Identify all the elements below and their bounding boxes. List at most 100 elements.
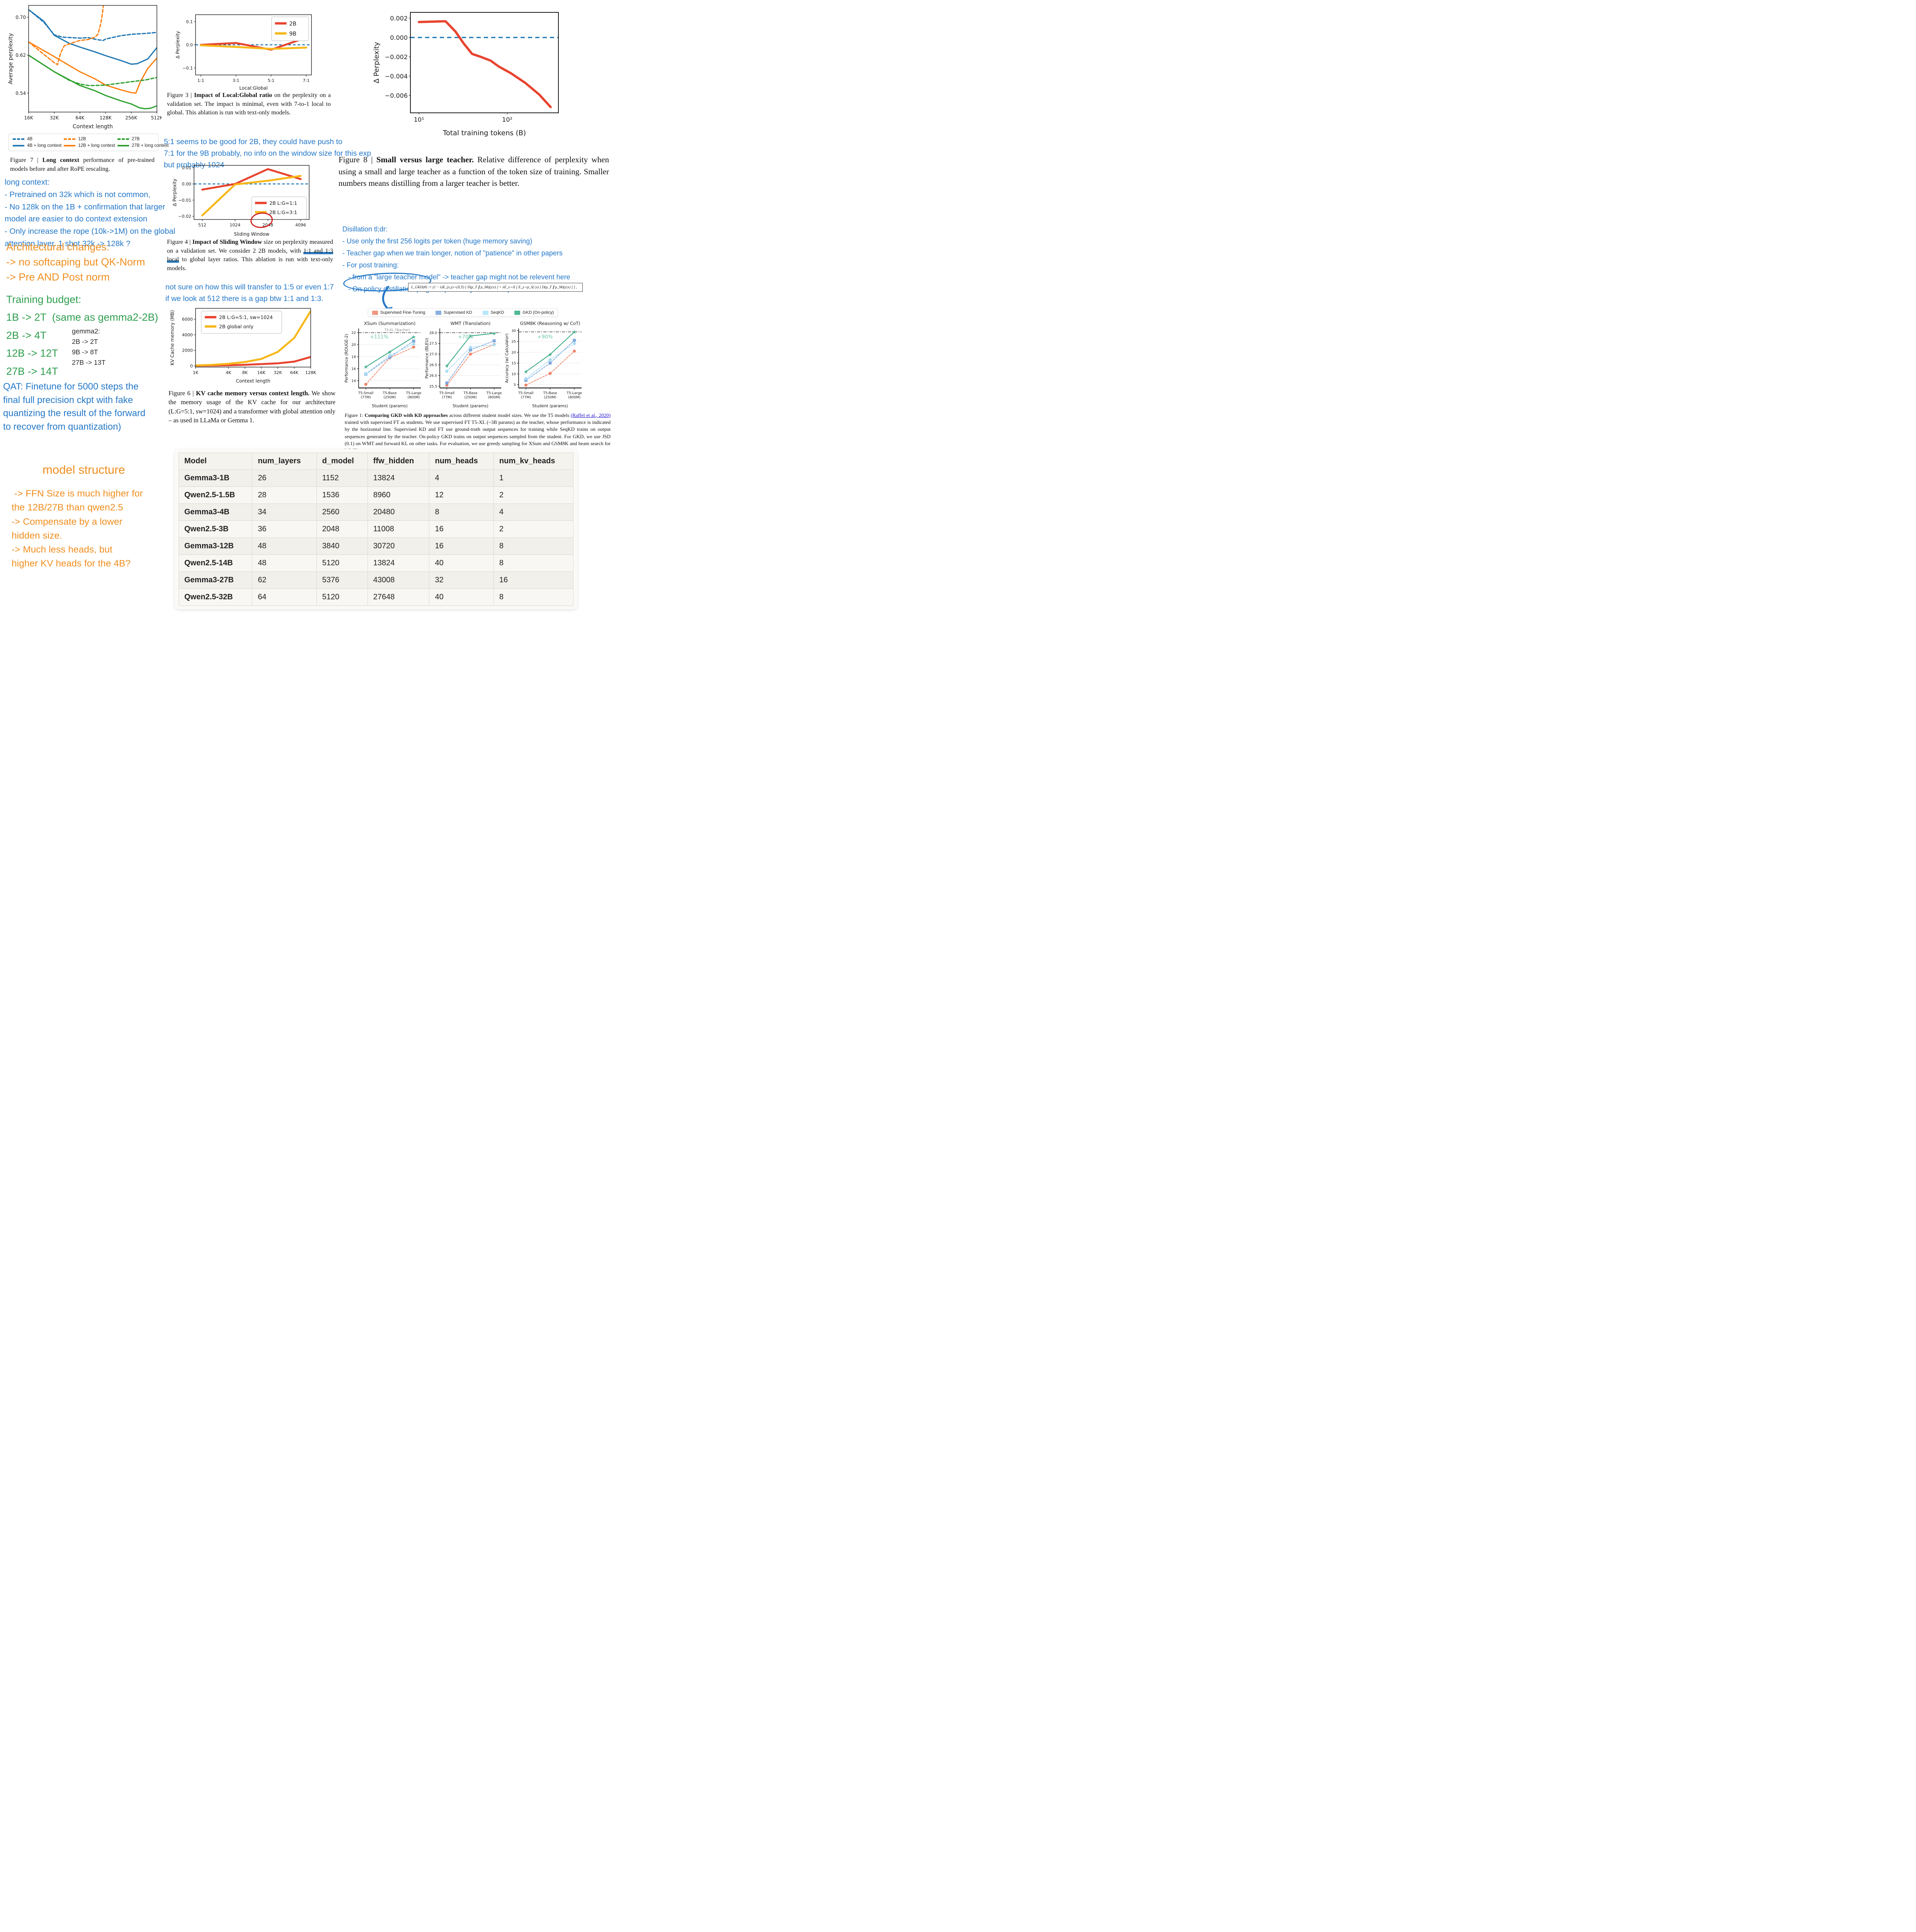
svg-text:2048: 2048: [262, 223, 273, 228]
value-cell: 48: [252, 554, 317, 572]
value-cell: 28: [252, 486, 317, 504]
note-line: final full precision ckpt with fake: [3, 395, 133, 405]
value-cell: 62: [252, 571, 317, 589]
legend-line-swatch: [64, 138, 76, 140]
legend-label: 12B + long context: [78, 143, 115, 148]
legend-item: GKD (On-policy): [514, 310, 554, 315]
legend-item: 12B + long context: [64, 143, 115, 148]
svg-text:WMT (Translation): WMT (Translation): [451, 321, 491, 326]
fig7-long-context-chart: 16K 32K 64K 128K 256K 512K 0.54 0.62 0.70 Context…: [8, 5, 162, 130]
svg-text:10²: 10²: [502, 116, 512, 123]
table-row: Gemma3-27B 62 5376 43008 32 16: [178, 571, 574, 589]
note-line: 27B -> 14T: [6, 365, 58, 377]
gemma2-budget-note: gemma2: 2B -> 2T 9B -> 8T 27B -> 13T: [72, 326, 105, 368]
value-cell: 12: [429, 486, 494, 504]
svg-text:T5-Small(77M): T5-Small (77M): [358, 391, 373, 400]
svg-text:−0.006: −0.006: [385, 92, 408, 99]
svg-text:4000: 4000: [182, 332, 193, 337]
legend-item: 4B: [13, 137, 61, 141]
svg-text:0.1: 0.1: [186, 19, 193, 24]
svg-text:27.0: 27.0: [429, 353, 437, 357]
raffel-citation-link[interactable]: (Raffel et al., 2020): [570, 412, 611, 418]
table-row: Gemma3-4B 34 2560 20480 8 4: [178, 503, 574, 521]
model-table-card: Model num_layers d_model ffw_hidden num_head…: [175, 449, 577, 609]
svg-text:9B: 9B: [289, 31, 297, 37]
value-cell: 5120: [316, 588, 368, 606]
note-line: - Teacher gap when we train longer, noti…: [342, 249, 563, 257]
note-line: - Use only the first 256 logits per toke…: [342, 237, 533, 245]
svg-text:10: 10: [512, 372, 516, 376]
svg-text:+111%: +111%: [370, 334, 388, 340]
note-line: - Pretrained on 32k which is not common,: [5, 190, 151, 199]
model-name-cell: Gemma3-4B: [178, 503, 253, 521]
table-row: Qwen2.5-3B 36 2048 11008 16 2: [178, 520, 574, 538]
model-name-cell: Qwen2.5-32B: [178, 588, 253, 606]
svg-text:+70%: +70%: [458, 334, 473, 340]
svg-text:Accuracy (w/ Calculator): Accuracy (w/ Calculator): [505, 333, 509, 383]
value-cell: 43008: [367, 571, 430, 589]
fig4-caption: Figure 4 | Impact of Sliding Window size…: [167, 239, 333, 272]
svg-text:Total training tokens (B): Total training tokens (B): [442, 129, 526, 137]
svg-text:26.0: 26.0: [429, 374, 437, 378]
value-cell: 13824: [367, 469, 430, 487]
value-cell: 8960: [367, 486, 430, 504]
legend-item: SeqKD: [482, 310, 504, 315]
legend-square-swatch: [372, 310, 378, 315]
legend-item: 12B: [64, 137, 115, 141]
column-header: ffw_hidden: [367, 452, 430, 470]
fig3-local-global-chart: 1:1 3:1 5:1 7:1 0.1 0.0 −0.1 Local:Global Δ Perp…: [175, 14, 312, 91]
svg-text:★: ★: [388, 349, 392, 355]
svg-text:★: ★: [492, 331, 497, 337]
note-line: - from a "large teacher model" -> teache…: [342, 273, 570, 281]
gkd-wmt-chart: ★ ★ ★ T5-Small (77M) T5-Base (250M) T5-Large (80…: [425, 321, 502, 408]
note-line: -> no softcaping but QK-Norm: [6, 256, 145, 268]
gkd-xsum-chart: ★ ★ ★ T5-Small (77M) T5-Base (250M) T5-Large (80…: [344, 321, 422, 408]
value-cell: 32: [429, 571, 494, 589]
svg-text:2B: 2B: [289, 21, 297, 27]
architecture-note: Architectural changes: -> no softcaping b…: [6, 240, 145, 285]
svg-text:27.5: 27.5: [429, 342, 437, 346]
note-line: model are easier to do context extension: [5, 214, 148, 224]
svg-text:0.62: 0.62: [15, 53, 26, 58]
svg-text:0.002: 0.002: [390, 15, 408, 22]
value-cell: 2: [493, 520, 574, 538]
value-cell: 20480: [367, 503, 430, 521]
note-line: 5:1 seems to be good for 2B, they could …: [164, 138, 342, 146]
column-header: num_layers: [252, 452, 317, 470]
svg-text:★: ★: [412, 334, 416, 340]
svg-text:0.00: 0.00: [182, 182, 192, 187]
fig8-teacher-chart: 10¹ 10² 0.002 0.000 −0.002 −0.004 −0.006 Total …: [373, 12, 559, 137]
sliding-window-note: not sure on how this will transfer to 1:…: [165, 281, 334, 304]
svg-text:0.0: 0.0: [186, 43, 193, 48]
svg-text:0.01: 0.01: [182, 165, 192, 170]
value-cell: 8: [429, 503, 494, 521]
legend-label: 27B: [131, 137, 140, 141]
svg-text:2B L:G=5:1, sw=1024: 2B L:G=5:1, sw=1024: [219, 315, 273, 320]
svg-text:★: ★: [364, 364, 368, 370]
value-cell: 64: [252, 588, 317, 606]
svg-text:18: 18: [352, 355, 356, 359]
fig6-kv-cache-chart: 1K 4K 8K 16K 32K 64K 128K 0 2000 4000 6000 Context …: [170, 308, 316, 384]
note-line: - Only increase the rope (10k->1M) on th…: [5, 227, 175, 236]
legend-square-swatch: [436, 310, 442, 315]
legend-label: 4B + long context: [27, 143, 62, 148]
fig8-caption: Figure 8 | Small versus large teacher. R…: [339, 155, 609, 188]
svg-text:256K: 256K: [125, 115, 138, 121]
note-line: Training budget:: [6, 294, 82, 305]
note-line: 27B -> 13T: [72, 359, 106, 367]
svg-text:5:1: 5:1: [268, 78, 275, 83]
svg-text:Performance (ROUGE-2): Performance (ROUGE-2): [344, 334, 349, 383]
svg-text:4K: 4K: [226, 370, 231, 375]
column-header: num_heads: [429, 452, 494, 470]
svg-text:T5-Large(800M): T5-Large (800M): [406, 391, 422, 400]
legend-label: Supervised KD: [444, 310, 472, 315]
svg-text:25: 25: [512, 340, 516, 344]
note-line: long context:: [5, 178, 50, 187]
legend-label: 4B: [27, 137, 33, 141]
svg-text:Student (params): Student (params): [532, 404, 568, 408]
svg-text:0: 0: [190, 364, 193, 369]
value-cell: 13824: [367, 554, 430, 572]
table-row: Gemma3-1B 26 1152 13824 4 1: [178, 469, 574, 487]
svg-text:★: ★: [572, 330, 577, 335]
long-context-note: long context: - Pretrained on 32k which i…: [5, 176, 192, 250]
